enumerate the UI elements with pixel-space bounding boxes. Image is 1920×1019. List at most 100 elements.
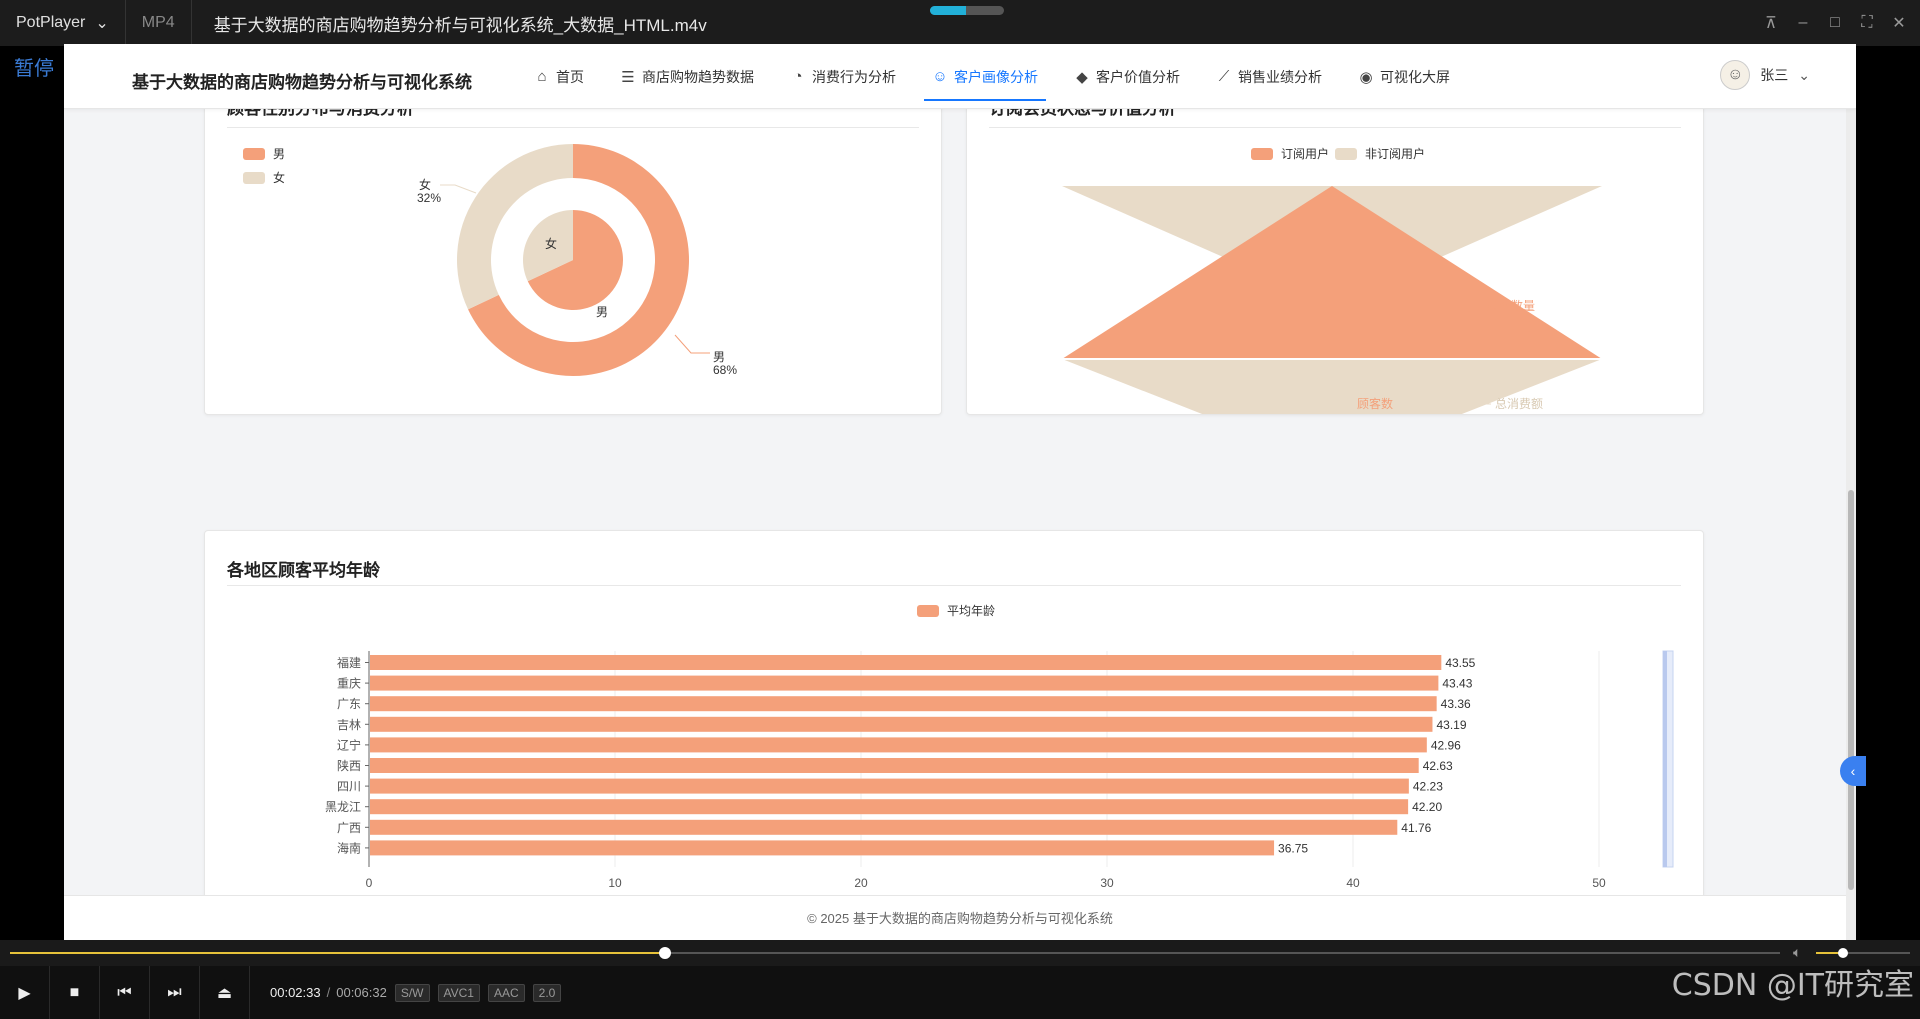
player-controls: ▶ ■ ⏮︎ ⏭︎ ⏏︎ 00:02:33 / 00:06:32 S/W AVC… [0, 966, 1920, 1019]
donut-slice[interactable] [468, 144, 689, 376]
card-title: 各地区顾客平均年龄 [227, 561, 380, 580]
bar[interactable] [370, 696, 1437, 712]
database-icon: ☰ [621, 68, 635, 86]
data-label: 42.23 [1413, 780, 1443, 794]
legend-item[interactable]: 平均年龄 [917, 602, 995, 619]
bar[interactable] [370, 737, 1427, 753]
legend-item[interactable]: 男 [243, 145, 285, 162]
bar[interactable] [370, 675, 1439, 691]
player-brand: PotPlayer [16, 14, 86, 31]
pie-slice[interactable] [523, 210, 573, 282]
slice-label: 32% [417, 191, 441, 205]
diamond-icon: ◆ [1076, 68, 1088, 86]
bar[interactable] [370, 840, 1275, 856]
play-icon[interactable]: ▶ [0, 966, 50, 1019]
x-tick-label: 30 [1100, 876, 1114, 890]
nav-item[interactable]: ☰ 商店购物趋势数据 [608, 44, 766, 109]
codec-tag: AVC1 [437, 983, 480, 1002]
y-tick-label: 广西 [337, 821, 361, 835]
pin-icon[interactable]: ⊼ [1765, 15, 1777, 32]
time-total: 00:06:32 [336, 985, 387, 1000]
series-label: 总消费额 [1495, 397, 1543, 411]
data-label: 43.55 [1445, 656, 1475, 670]
pause-status: 暂停 [14, 56, 54, 80]
series-area[interactable] [1062, 359, 1602, 414]
codec-tag: S/W [394, 983, 430, 1002]
home-icon: ⌂ [537, 68, 547, 85]
fullscreen-icon[interactable]: ⛶ [1861, 14, 1873, 31]
navbar: 基于大数据的商店购物趋势分析与可视化系统 ⌂ 首页 ☰ 商店购物趋势数据 ◔ 消费行为分析… [64, 44, 1856, 109]
user-icon: ☺ [932, 68, 948, 85]
slice-label: 68% [713, 363, 737, 377]
x-tick-label: 20 [854, 876, 868, 890]
label-line [674, 334, 710, 354]
pie-chart-icon: ◔ [793, 68, 803, 85]
chevron-left-icon[interactable]: ‹ [1840, 756, 1866, 786]
donut-slice[interactable] [457, 144, 573, 310]
codec-tag: AAC [487, 983, 525, 1002]
nav-menu: ⌂ 首页 ☰ 商店购物趋势数据 ◔ 消费行为分析 ☺ 客户画像分析 ◆ 客户价值分析 ⟋ 销售业绩分析… [522, 44, 1474, 109]
y-tick-label: 四川 [337, 780, 361, 794]
format-label: MP4 [126, 0, 192, 46]
minimize-icon[interactable]: – [1798, 14, 1808, 31]
eject-icon[interactable]: ⏏︎ [200, 966, 250, 1019]
seek-progress [10, 952, 665, 954]
scrollbar-thumb[interactable] [1848, 490, 1854, 890]
maximize-icon[interactable]: □ [1830, 14, 1840, 31]
x-tick-label: 0 [366, 876, 373, 890]
y-tick-label: 辽宁 [337, 737, 361, 752]
volume-slider[interactable] [1816, 952, 1910, 954]
user-menu[interactable]: ☺ 张三 ⌄ [1720, 60, 1810, 90]
file-title: 基于大数据的商店购物趋势分析与可视化系统_大数据_HTML.m4v [213, 15, 707, 35]
seek-handle[interactable] [658, 947, 671, 959]
legend-item[interactable]: 非订阅用户 [1335, 145, 1425, 162]
previous-icon[interactable]: ⏮︎ [100, 966, 150, 1019]
volume-handle[interactable] [1838, 948, 1848, 958]
data-label: 43.36 [1441, 697, 1471, 711]
bar[interactable] [370, 655, 1442, 670]
seekbar[interactable]: 🔈︎ [0, 940, 1920, 966]
avatar[interactable]: ☺ [1720, 60, 1751, 90]
data-label: 42.63 [1423, 759, 1453, 773]
slice-label: 女 [545, 236, 557, 251]
bar[interactable] [370, 799, 1409, 815]
dashboard-icon: ◉ [1359, 68, 1373, 86]
nav-item[interactable]: ◆ 客户价值分析 [1062, 44, 1192, 109]
player-menu-button[interactable]: PotPlayer ⌄ [0, 0, 126, 46]
watermark: CSDN @IT研究室 [1671, 968, 1914, 1003]
nav-item[interactable]: ◔ 消费行为分析 [778, 44, 908, 109]
nav-item[interactable]: ☺ 客户画像分析 [920, 44, 1050, 109]
nav-item[interactable]: ◉ 可视化大屏 [1346, 44, 1462, 109]
site-title: 基于大数据的商店购物趋势分析与可视化系统 [132, 73, 472, 92]
close-icon[interactable]: ✕ [1892, 15, 1906, 32]
series-area[interactable] [1062, 186, 1602, 359]
nav-item-label: 商店购物趋势数据 [642, 68, 754, 85]
y-tick-label: 吉林 [337, 718, 361, 732]
network-indicator [930, 6, 1004, 15]
zoom-handle[interactable] [1663, 651, 1667, 867]
data-label: 43.43 [1442, 677, 1472, 691]
bar[interactable] [370, 819, 1398, 835]
bar[interactable] [370, 758, 1419, 773]
nav-item[interactable]: ⟋ 销售业绩分析 [1204, 44, 1334, 109]
nav-item-label: 可视化大屏 [1380, 68, 1450, 85]
gender-donut-chart: 男68%女32%男女 [417, 144, 737, 377]
next-icon[interactable]: ⏭︎ [150, 966, 200, 1019]
volume-icon[interactable]: 🔈︎ [1793, 944, 1802, 960]
nav-item-label: 客户画像分析 [954, 68, 1038, 85]
legend-item[interactable]: 订阅用户 [1251, 145, 1329, 162]
region-age-bar-chart: 0 10 20 30 40 50 福建 43.55 重庆 43.43 广东 43.36 吉林 43.19 辽… [325, 650, 1674, 890]
stop-icon[interactable]: ■ [50, 966, 100, 1019]
nav-item[interactable]: ⌂ 首页 [522, 44, 596, 109]
y-tick-label: 海南 [337, 840, 361, 855]
gender-card: 顾客性别分布与消费分析 男 女 男68%女32%男女 [204, 84, 942, 415]
label-line [440, 184, 477, 194]
y-tick-label: 陕西 [337, 758, 361, 773]
bar[interactable] [370, 716, 1433, 732]
legend-item[interactable]: 女 [243, 169, 285, 186]
pie-slice[interactable] [527, 210, 623, 310]
y-tick-label: 广东 [337, 697, 361, 711]
bar[interactable] [370, 778, 1409, 794]
